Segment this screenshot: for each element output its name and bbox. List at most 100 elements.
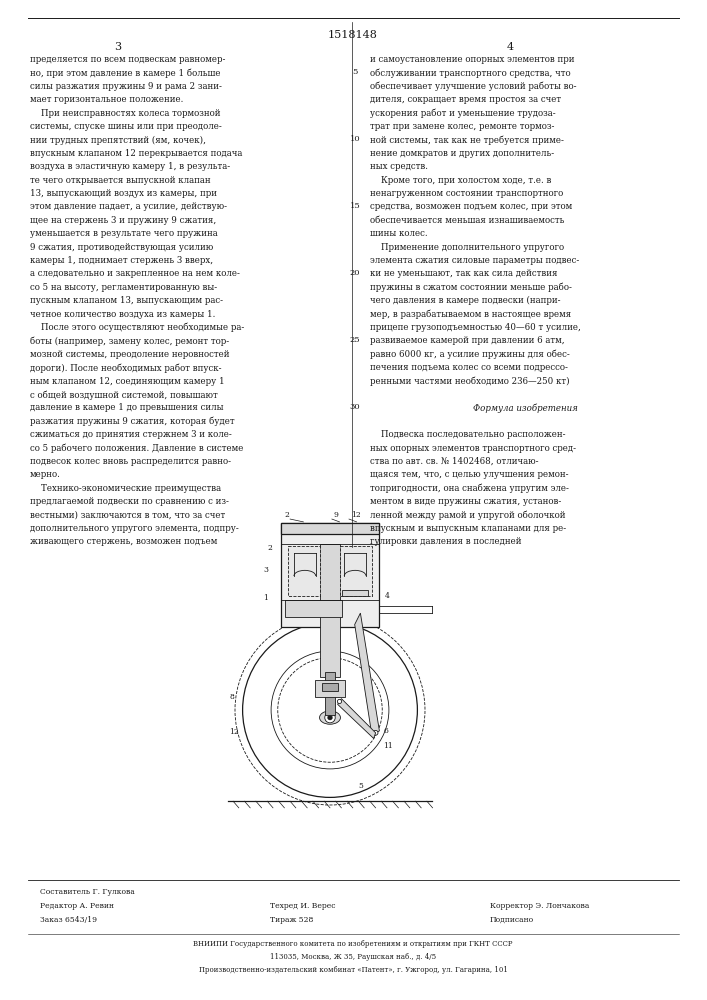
Bar — [325, 672, 334, 715]
Text: равно 6000 кг, а усилие пружины для обес-: равно 6000 кг, а усилие пружины для обес… — [370, 350, 570, 359]
Text: 9 сжатия, противодействующая усилию: 9 сжатия, противодействующая усилию — [30, 243, 214, 252]
Text: 6: 6 — [383, 727, 388, 735]
Bar — [288, 546, 320, 596]
Text: 5: 5 — [352, 68, 358, 76]
Text: Кроме того, при холостом ходе, т.е. в: Кроме того, при холостом ходе, т.е. в — [370, 176, 551, 185]
Text: ных средств.: ных средств. — [370, 162, 428, 171]
Text: давление в камере 1 до превышения силы: давление в камере 1 до превышения силы — [30, 403, 223, 412]
Text: 3: 3 — [264, 566, 269, 574]
Text: 5: 5 — [358, 782, 363, 790]
Text: и самоустановление опорных элементов при: и самоустановление опорных элементов при — [370, 55, 575, 64]
Text: мозной системы, преодоление неровностей: мозной системы, преодоление неровностей — [30, 350, 230, 359]
Text: 15: 15 — [350, 202, 361, 210]
Bar — [320, 544, 341, 677]
Text: ки не уменьшают, так как сила действия: ки не уменьшают, так как сила действия — [370, 269, 558, 278]
Text: топригодности, она снабжена упругим эле-: топригодности, она снабжена упругим эле- — [370, 484, 569, 493]
Text: системы, спуске шины или при преодоле-: системы, спуске шины или при преодоле- — [30, 122, 222, 131]
Text: 13, выпускающий воздух из камеры, при: 13, выпускающий воздух из камеры, при — [30, 189, 217, 198]
Text: Подписано: Подписано — [490, 916, 534, 924]
Text: нение домкратов и других дополнитель-: нение домкратов и других дополнитель- — [370, 149, 554, 158]
Text: 12: 12 — [351, 511, 361, 519]
Text: вестными) заключаются в том, что за счет: вестными) заключаются в том, что за счет — [30, 511, 226, 520]
Text: 12: 12 — [229, 728, 239, 736]
Text: ВНИИПИ Государственного комитета по изобретениям и открытиям при ГКНТ СССР: ВНИИПИ Государственного комитета по изоб… — [193, 940, 513, 948]
Text: со 5 рабочего положения. Давление в системе: со 5 рабочего положения. Давление в сист… — [30, 444, 243, 453]
Text: шины колес.: шины колес. — [370, 229, 428, 238]
Text: ных опорных элементов транспортного сред-: ных опорных элементов транспортного сред… — [370, 444, 576, 453]
Text: пружины в сжатом состоянии меньше рабо-: пружины в сжатом состоянии меньше рабо- — [370, 283, 572, 292]
Text: обеспечивается меньшая изнашиваемость: обеспечивается меньшая изнашиваемость — [370, 216, 564, 225]
Text: Технико-экономические преимущества: Технико-экономические преимущества — [30, 484, 221, 493]
Text: Редактор А. Ревин: Редактор А. Ревин — [40, 902, 114, 910]
Text: печения подъема колес со всеми подрессо-: печения подъема колес со всеми подрессо- — [370, 363, 568, 372]
Text: разжатия пружины 9 сжатия, которая будет: разжатия пружины 9 сжатия, которая будет — [30, 417, 235, 426]
Text: те чего открывается выпускной клапан: те чего открывается выпускной клапан — [30, 176, 211, 185]
Bar — [341, 546, 372, 596]
Text: 1518148: 1518148 — [328, 30, 378, 40]
Text: но, при этом давление в камере 1 больше: но, при этом давление в камере 1 больше — [30, 68, 221, 78]
Text: ным клапаном 12, соединяющим камеру 1: ным клапаном 12, соединяющим камеру 1 — [30, 377, 225, 386]
Polygon shape — [338, 699, 375, 738]
Circle shape — [373, 730, 378, 735]
Text: со 5 на высоту, регламентированную вы-: со 5 на высоту, регламентированную вы- — [30, 283, 217, 292]
Circle shape — [327, 715, 332, 720]
Text: 30: 30 — [350, 403, 361, 411]
Bar — [315, 680, 345, 697]
Text: сжиматься до принятия стержнем 3 и коле-: сжиматься до принятия стержнем 3 и коле- — [30, 430, 232, 439]
Bar — [322, 683, 338, 691]
Text: силы разжатия пружины 9 и рама 2 зани-: силы разжатия пружины 9 и рама 2 зани- — [30, 82, 222, 91]
Text: впускным клапаном 12 перекрывается подача: впускным клапаном 12 перекрывается подач… — [30, 149, 243, 158]
Text: Техред И. Верес: Техред И. Верес — [270, 902, 336, 910]
Text: Составитель Г. Гулкова: Составитель Г. Гулкова — [40, 888, 135, 896]
Bar — [281, 523, 380, 534]
Text: Применение дополнительного упругого: Применение дополнительного упругого — [370, 243, 564, 252]
Text: 8: 8 — [229, 693, 234, 701]
Text: уменьшается в результате чего пружина: уменьшается в результате чего пружина — [30, 229, 218, 238]
Text: 20: 20 — [350, 269, 361, 277]
Circle shape — [325, 712, 335, 723]
Text: а следовательно и закрепленное на нем коле-: а следовательно и закрепленное на нем ко… — [30, 269, 240, 278]
Text: При неисправностях колеса тормозной: При неисправностях колеса тормозной — [30, 109, 221, 118]
Text: ускорения работ и уменьшение трудоза-: ускорения работ и уменьшение трудоза- — [370, 109, 556, 118]
Text: 2: 2 — [284, 511, 289, 519]
Text: 9: 9 — [334, 511, 339, 519]
Text: Тираж 528: Тираж 528 — [270, 916, 313, 924]
Text: Заказ 6543/19: Заказ 6543/19 — [40, 916, 97, 924]
Text: пределяется по всем подвескам равномер-: пределяется по всем подвескам равномер- — [30, 55, 226, 64]
Text: 2: 2 — [267, 544, 272, 552]
Text: развиваемое камерой при давлении 6 атм,: развиваемое камерой при давлении 6 атм, — [370, 336, 565, 345]
Text: 1: 1 — [264, 594, 269, 602]
Text: мерно.: мерно. — [30, 470, 61, 479]
Text: ментом в виде пружины сжатия, установ-: ментом в виде пружины сжатия, установ- — [370, 497, 561, 506]
Text: обеспечивает улучшение условий работы во-: обеспечивает улучшение условий работы во… — [370, 82, 576, 91]
Text: ной системы, так как не требуется приме-: ной системы, так как не требуется приме- — [370, 135, 564, 145]
Text: 3: 3 — [115, 42, 122, 52]
Text: ненагруженном состоянии транспортного: ненагруженном состоянии транспортного — [370, 189, 563, 198]
Circle shape — [337, 699, 341, 704]
Text: подвесок колес вновь распределится равно-: подвесок колес вновь распределится равно… — [30, 457, 231, 466]
Bar — [286, 600, 342, 617]
Text: Подвеска последовательно расположен-: Подвеска последовательно расположен- — [370, 430, 566, 439]
Text: предлагаемой подвески по сравнению с из-: предлагаемой подвески по сравнению с из- — [30, 497, 229, 506]
Text: четное количество воздуха из камеры 1.: четное количество воздуха из камеры 1. — [30, 310, 216, 319]
Text: средства, возможен подъем колес, при этом: средства, возможен подъем колес, при это… — [370, 202, 572, 211]
Text: 10: 10 — [350, 135, 361, 143]
Bar — [342, 590, 368, 596]
Polygon shape — [355, 613, 380, 735]
Text: щаяся тем, что, с целью улучшения ремон-: щаяся тем, что, с целью улучшения ремон- — [370, 470, 568, 479]
Text: элемента сжатия силовые параметры подвес-: элемента сжатия силовые параметры подвес… — [370, 256, 579, 265]
Text: Корректор Э. Лончакова: Корректор Э. Лончакова — [490, 902, 590, 910]
Text: 25: 25 — [350, 336, 361, 344]
Text: ренными частями необходимо 236—250 кт): ренными частями необходимо 236—250 кт) — [370, 377, 570, 386]
Text: После этого осуществляют необходимые ра-: После этого осуществляют необходимые ра- — [30, 323, 244, 332]
Text: дителя, сокращает время простоя за счет: дителя, сокращает время простоя за счет — [370, 95, 561, 104]
Text: щее на стержень 3 и пружину 9 сжатия,: щее на стержень 3 и пружину 9 сжатия, — [30, 216, 216, 225]
Ellipse shape — [320, 711, 341, 724]
Text: мер, в разрабатываемом в настоящее время: мер, в разрабатываемом в настоящее время — [370, 310, 571, 319]
Text: чего давления в камере подвески (напри-: чего давления в камере подвески (напри- — [370, 296, 561, 305]
Text: этом давление падает, а усилие, действую-: этом давление падает, а усилие, действую… — [30, 202, 227, 211]
Text: впускным и выпускным клапанами для ре-: впускным и выпускным клапанами для ре- — [370, 524, 566, 533]
Text: боты (например, замену колес, ремонт тор-: боты (например, замену колес, ремонт тор… — [30, 336, 229, 346]
Text: 4: 4 — [385, 592, 390, 600]
Bar — [281, 523, 380, 627]
